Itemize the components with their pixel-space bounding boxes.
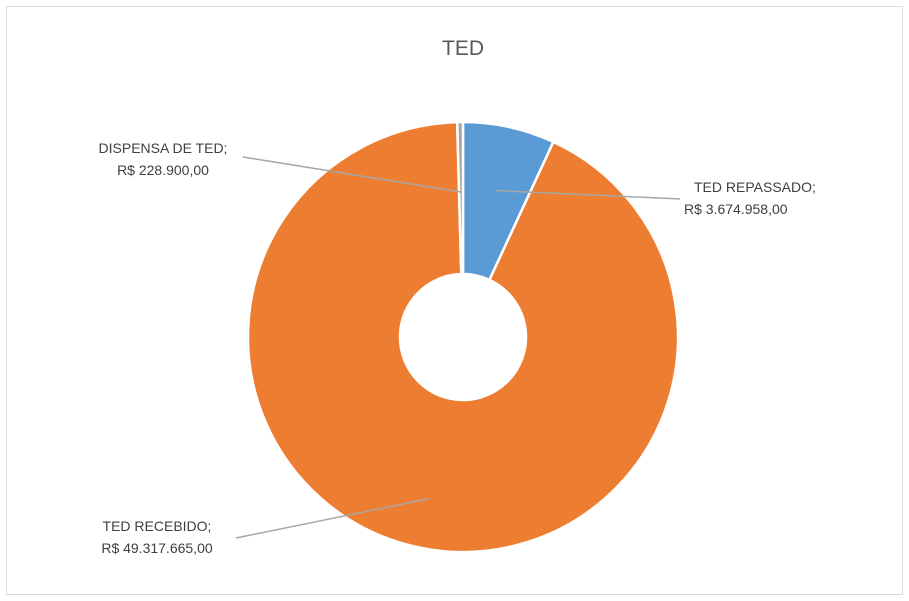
leader-line-ted-recebido bbox=[235, 497, 430, 539]
slice-dispensa-de-ted bbox=[455, 120, 465, 276]
label-ted-repassado-value: R$ 3.674.958,00 bbox=[684, 201, 788, 217]
leader-line-ted-repassado bbox=[495, 189, 681, 200]
slice-ted-recebido bbox=[246, 120, 680, 554]
leader-lines-group bbox=[235, 156, 681, 539]
slices-group bbox=[246, 120, 680, 554]
label-ted-recebido-value: R$ 49.317.665,00 bbox=[101, 540, 213, 556]
label-dispensa-de-ted-name: DISPENSA DE TED; bbox=[99, 140, 228, 156]
chart-title: TED bbox=[442, 37, 484, 60]
label-dispensa-de-ted-value: R$ 228.900,00 bbox=[117, 162, 209, 178]
label-ted-repassado-name: TED REPASSADO; bbox=[694, 179, 816, 195]
leader-line-dispensa-de-ted bbox=[242, 156, 462, 193]
label-ted-recebido-name: TED RECEBIDO; bbox=[103, 518, 212, 534]
